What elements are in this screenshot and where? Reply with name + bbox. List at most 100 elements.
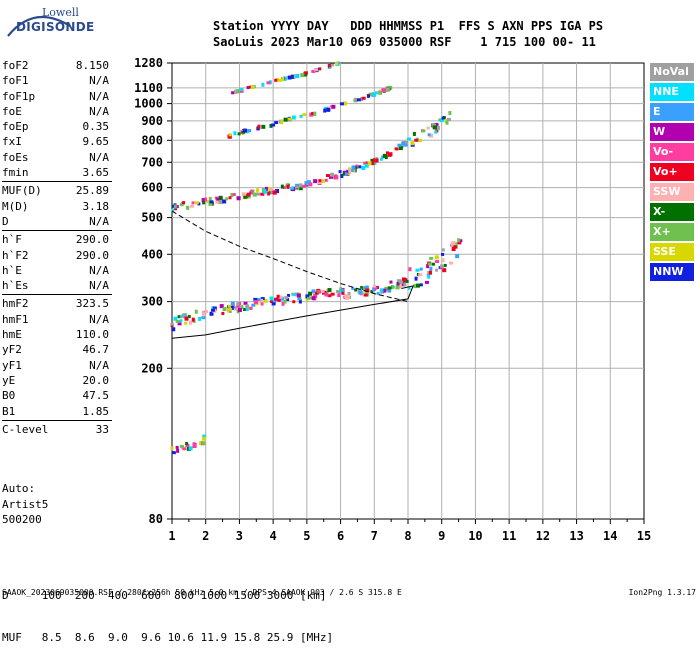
echo-point <box>253 299 258 304</box>
legend-item: Vo+ <box>650 163 694 181</box>
echo-point <box>192 444 197 449</box>
y-tick-label: 1100 <box>134 81 163 95</box>
echo-point <box>434 122 439 126</box>
echo-point <box>335 62 339 66</box>
echo-point <box>231 91 235 95</box>
param-row: yE 20.0 <box>2 373 112 388</box>
echo-point <box>201 441 206 446</box>
param-name: h`E <box>2 263 22 277</box>
param-row: C-level 33 <box>2 422 112 437</box>
echo-point <box>408 267 412 272</box>
echo-point <box>177 322 182 326</box>
echo-point <box>289 117 293 121</box>
param-name: foEs <box>2 150 29 164</box>
profile-curve-dashed <box>171 210 409 303</box>
echo-point <box>201 316 206 320</box>
echo-point <box>383 288 387 293</box>
legend-item: Vo- <box>650 143 694 161</box>
x-tick-label: 7 <box>371 529 378 543</box>
param-value: N/A <box>89 312 109 326</box>
param-row: fmin 3.65 <box>2 165 112 180</box>
param-name: foE <box>2 104 22 118</box>
echo-point <box>171 327 176 332</box>
echo-point <box>241 192 246 197</box>
echo-point <box>337 293 341 298</box>
echo-point <box>434 255 439 260</box>
echo-point <box>225 197 229 201</box>
echo-point <box>318 67 322 71</box>
echo-point <box>191 201 195 205</box>
echo-point <box>441 248 445 252</box>
echo-point <box>266 81 271 85</box>
param-name: fxI <box>2 135 22 149</box>
echo-point <box>398 284 402 289</box>
echo-point <box>233 131 237 136</box>
param-separator <box>2 419 112 421</box>
echo-point <box>404 279 409 283</box>
echo-point <box>311 296 316 301</box>
echo-point <box>243 308 247 312</box>
autoscaling-info: Auto: Artist5 500200 <box>2 481 48 528</box>
echo-point <box>446 117 451 121</box>
echo-point <box>209 311 214 316</box>
echo-point <box>247 129 252 133</box>
muf-table: D 100 200 400 600 800 1000 1500 3000 [km… <box>2 561 333 659</box>
echo-point <box>227 134 232 139</box>
echo-point <box>389 280 393 284</box>
param-name: MUF(D) <box>2 184 42 198</box>
echo-point <box>256 192 261 196</box>
x-tick-label: 10 <box>468 529 482 543</box>
echo-point <box>170 446 174 451</box>
echo-point <box>250 189 254 194</box>
echo-point <box>370 290 374 294</box>
echo-point <box>250 85 255 90</box>
echo-point <box>184 321 188 325</box>
echo-point <box>179 319 183 323</box>
echo-point <box>227 304 232 308</box>
echo-point <box>218 196 223 201</box>
echo-point <box>277 298 281 302</box>
echo-point <box>450 241 454 246</box>
echo-point <box>263 298 268 303</box>
echo-point <box>202 311 206 316</box>
y-tick-label: 500 <box>141 211 163 225</box>
x-tick-label: 5 <box>303 529 310 543</box>
echo-point <box>272 190 277 195</box>
echo-point <box>324 292 329 297</box>
echo-point <box>259 298 264 303</box>
echo-point <box>237 307 242 312</box>
echo-point <box>364 285 369 290</box>
echo-point <box>395 285 400 290</box>
echo-point <box>208 201 213 206</box>
echo-point <box>429 266 433 271</box>
echo-point <box>358 290 363 295</box>
echo-point <box>387 288 392 293</box>
echo-point <box>398 279 402 283</box>
echo-point <box>426 126 430 130</box>
x-tick-label: 13 <box>569 529 583 543</box>
echo-point <box>338 170 342 174</box>
echo-point <box>454 242 458 246</box>
echo-point <box>360 286 364 291</box>
echo-point <box>176 448 180 453</box>
echo-point <box>435 260 440 264</box>
echo-point <box>256 298 261 302</box>
param-value: 47.5 <box>82 389 110 403</box>
y-tick-label: 200 <box>141 361 163 375</box>
echo-point <box>278 78 283 82</box>
param-row: h`F2 290.0 <box>2 248 112 263</box>
echo-point <box>173 204 177 209</box>
echo-point <box>222 199 227 204</box>
echo-point <box>305 294 310 299</box>
echo-point <box>330 292 335 296</box>
echo-point <box>459 239 463 243</box>
echo-point <box>313 293 318 298</box>
echo-point <box>318 179 322 183</box>
echo-point <box>280 184 284 189</box>
echo-point <box>174 207 178 211</box>
echo-point <box>274 78 278 82</box>
echo-point <box>320 289 325 293</box>
echo-point <box>308 291 313 296</box>
echo-point <box>385 87 390 92</box>
echo-point <box>261 124 266 129</box>
